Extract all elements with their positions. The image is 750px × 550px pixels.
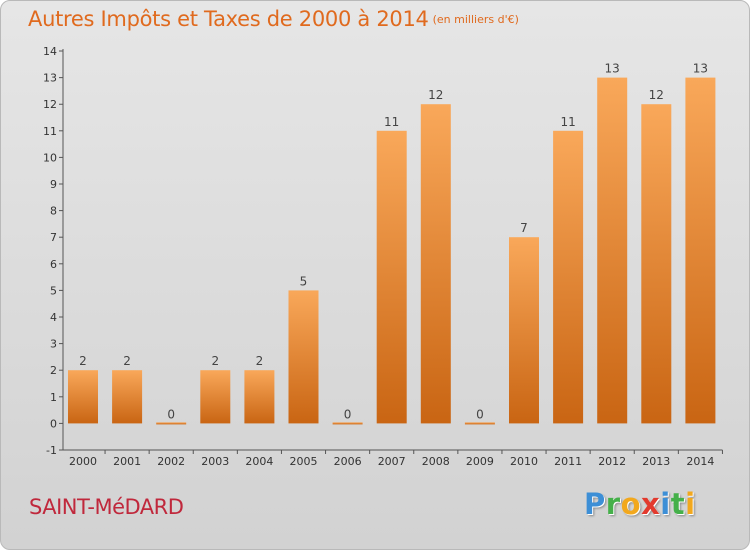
bar-2008 xyxy=(420,104,451,424)
x-tick-label: 2010 xyxy=(510,455,538,468)
y-tick-label: 12 xyxy=(43,98,57,111)
bar-2003 xyxy=(200,370,231,424)
x-tick-label: 2006 xyxy=(334,455,362,468)
x-tick-label: 2005 xyxy=(290,455,318,468)
data-label-2009: 0 xyxy=(476,407,484,421)
y-tick-label: 11 xyxy=(43,125,57,138)
brand-letter: i xyxy=(685,487,696,521)
y-tick-label: 13 xyxy=(43,72,57,85)
data-label-2001: 2 xyxy=(123,354,131,368)
x-tick-label: 2013 xyxy=(642,455,670,468)
data-label-2003: 2 xyxy=(211,354,219,368)
bar-2014 xyxy=(685,77,716,424)
y-tick-label: 6 xyxy=(50,258,57,271)
bar-2012 xyxy=(597,77,628,424)
brand-letter: r xyxy=(605,487,621,521)
data-label-2005: 5 xyxy=(300,274,308,288)
y-tick-label: 8 xyxy=(50,205,57,218)
x-tick-label: 2012 xyxy=(598,455,626,468)
y-tick-label: 10 xyxy=(43,151,57,164)
chart-title-text: Autres Impôts et Taxes de 2000 à 2014 xyxy=(28,7,429,31)
bar-2005 xyxy=(288,290,319,424)
y-tick-label: 9 xyxy=(50,178,57,191)
brand-letter: i xyxy=(660,487,671,521)
y-tick-label: 14 xyxy=(43,45,57,58)
x-tick-label: 2001 xyxy=(113,455,141,468)
bar-2013 xyxy=(641,104,672,424)
data-label-2013: 12 xyxy=(649,88,664,102)
y-tick-label: -1 xyxy=(46,444,57,457)
data-label-2008: 12 xyxy=(428,88,443,102)
bar-2007 xyxy=(376,130,407,424)
brand-letter: o xyxy=(620,487,642,521)
bar-2002 xyxy=(156,422,187,425)
data-label-2012: 13 xyxy=(605,62,620,76)
brand-letter: P xyxy=(584,487,606,521)
x-tick-label: 2008 xyxy=(422,455,450,468)
y-tick-label: 3 xyxy=(50,338,57,351)
x-tick-label: 2014 xyxy=(686,455,714,468)
bar-2004 xyxy=(244,370,275,424)
x-tick-label: 2009 xyxy=(466,455,494,468)
bar-2009 xyxy=(464,422,495,425)
data-label-2004: 2 xyxy=(256,354,264,368)
bar-2006 xyxy=(332,422,363,425)
data-label-2002: 0 xyxy=(167,407,175,421)
brand-letter: x xyxy=(641,487,661,521)
location-name: SAINT-MéDARD xyxy=(29,495,184,519)
bar-2010 xyxy=(509,237,539,424)
chart-title: Autres Impôts et Taxes de 2000 à 2014 (en… xyxy=(28,7,519,31)
x-tick-label: 2004 xyxy=(245,455,273,468)
x-tick-label: 2011 xyxy=(554,455,582,468)
data-label-2014: 13 xyxy=(693,62,708,76)
x-tick-label: 2000 xyxy=(69,455,97,468)
bar-2001 xyxy=(112,370,143,424)
data-labels: 2 2 0 2 2 5 0 11 12 0 7 11 13 12 13 xyxy=(79,62,708,422)
bars xyxy=(68,77,716,425)
y-tick-label: 1 xyxy=(50,391,57,404)
unit-label: (en milliers d'€) xyxy=(432,13,519,26)
brand-logo: Proxiti xyxy=(584,487,696,521)
bar-2011 xyxy=(553,130,584,424)
y-tick-label: 2 xyxy=(50,364,57,377)
x-tick-label: 2007 xyxy=(378,455,406,468)
y-tick-label: 7 xyxy=(50,231,57,244)
data-label-2010: 7 xyxy=(520,221,528,235)
x-tick-label: 2003 xyxy=(201,455,229,468)
brand-letter: t xyxy=(670,487,686,521)
y-tick-label: 0 xyxy=(50,417,57,430)
data-label-2011: 11 xyxy=(560,115,575,129)
data-label-2007: 11 xyxy=(384,115,399,129)
y-tick-label: 4 xyxy=(50,311,57,324)
bar-2000 xyxy=(68,370,98,424)
data-label-2000: 2 xyxy=(79,354,87,368)
x-tick-label: 2002 xyxy=(157,455,185,468)
data-label-2006: 0 xyxy=(344,407,352,421)
y-tick-label: 5 xyxy=(50,284,57,297)
